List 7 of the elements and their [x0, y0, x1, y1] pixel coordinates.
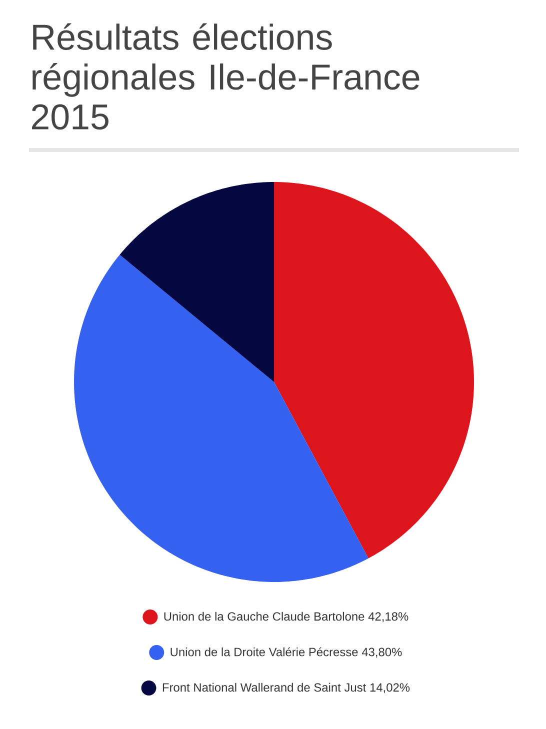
legend-label: Union de la Gauche Claude Bartolone: [164, 612, 364, 621]
chart-title: Résultats élections régionales Ile-de-France 2015: [32, 23, 420, 130]
legend-label: Union de la Droite Valérie Pécresse: [170, 647, 358, 656]
data-label: 43,80%: [362, 648, 402, 658]
data-label: 14,02%: [370, 683, 410, 694]
data-label: 42,18%: [368, 612, 408, 622]
legend-label: Front National Wallerand de Saint Just: [162, 682, 366, 692]
